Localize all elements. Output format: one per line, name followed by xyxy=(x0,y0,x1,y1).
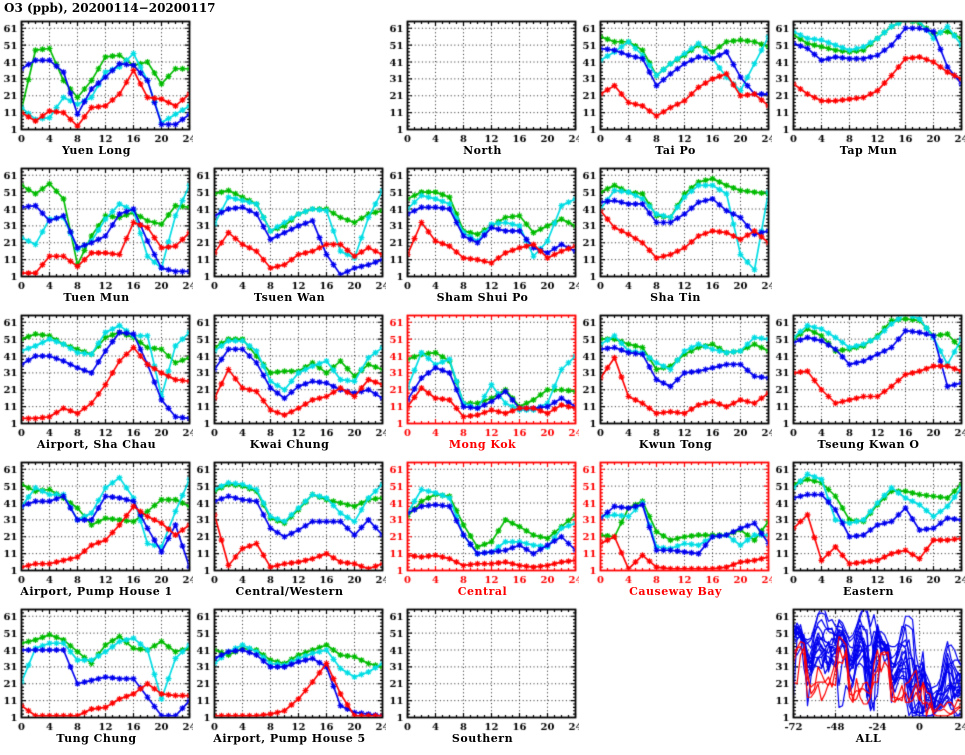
chart-cell-central-western: Central/Western xyxy=(193,458,386,605)
chart-canvas-sham-shui-po xyxy=(386,164,579,294)
chart-cell-tai-po: Tai Po xyxy=(579,17,772,164)
chart-title-tai-po: Tai Po xyxy=(655,144,696,157)
chart-cell-eastern: Eastern xyxy=(772,458,965,605)
chart-cell-yuen-long: Yuen Long xyxy=(0,17,193,164)
chart-grid: Yuen Long North Tai Po Tap Mun Tuen Mun … xyxy=(0,17,965,752)
chart-canvas-north xyxy=(386,17,579,147)
chart-cell-southern: Southern xyxy=(386,605,579,752)
chart-title-tseung-kwan-o: Tseung Kwan O xyxy=(817,438,920,451)
chart-title-airport-sha-chau: Airport, Sha Chau xyxy=(36,438,157,451)
chart-title-tsuen-wan: Tsuen Wan xyxy=(253,291,326,304)
chart-cell-tap-mun: Tap Mun xyxy=(772,17,965,164)
chart-canvas-tseung-kwan-o xyxy=(772,311,965,441)
chart-title-southern: Southern xyxy=(451,732,514,745)
chart-canvas-tai-po xyxy=(579,17,772,147)
chart-cell-tung-chung: Tung Chung xyxy=(0,605,193,752)
chart-title-tuen-mun: Tuen Mun xyxy=(63,291,130,304)
chart-canvas-tuen-mun xyxy=(0,164,193,294)
chart-title-tung-chung: Tung Chung xyxy=(56,732,137,745)
chart-cell-north: North xyxy=(386,17,579,164)
chart-cell-all: ALL xyxy=(772,605,965,752)
chart-cell-causeway-bay: Causeway Bay xyxy=(579,458,772,605)
chart-cell-airport-pump-house-1: Airport, Pump House 1 xyxy=(0,458,193,605)
chart-title-tap-mun: Tap Mun xyxy=(839,144,898,157)
chart-title-airport-pump-house-1: Airport, Pump House 1 xyxy=(20,585,173,598)
chart-title-north: North xyxy=(463,144,502,157)
chart-canvas-airport-pump-house-5 xyxy=(193,605,386,735)
chart-title-eastern: Eastern xyxy=(842,585,895,598)
chart-cell-kwai-chung: Kwai Chung xyxy=(193,311,386,458)
chart-cell-mong-kok: Mong Kok xyxy=(386,311,579,458)
chart-title-yuen-long: Yuen Long xyxy=(62,144,131,157)
chart-canvas-southern xyxy=(386,605,579,735)
chart-title-kwun-tong: Kwun Tong xyxy=(638,438,713,451)
chart-canvas-sha-tin xyxy=(579,164,772,294)
chart-cell-sham-shui-po: Sham Shui Po xyxy=(386,164,579,311)
chart-canvas-tung-chung xyxy=(0,605,193,735)
chart-canvas-eastern xyxy=(772,458,965,588)
chart-cell-tuen-mun: Tuen Mun xyxy=(0,164,193,311)
chart-title-airport-pump-house-5: Airport, Pump House 5 xyxy=(213,732,366,745)
chart-title-causeway-bay: Causeway Bay xyxy=(629,585,722,598)
chart-title-central: Central xyxy=(457,585,508,598)
chart-title-central-western: Central/Western xyxy=(235,585,344,598)
chart-cell-central: Central xyxy=(386,458,579,605)
chart-canvas-tap-mun xyxy=(772,17,965,147)
chart-cell-sha-tin: Sha Tin xyxy=(579,164,772,311)
chart-cell-airport-sha-chau: Airport, Sha Chau xyxy=(0,311,193,458)
chart-title-sham-shui-po: Sham Shui Po xyxy=(436,291,529,304)
chart-title-kwai-chung: Kwai Chung xyxy=(249,438,330,451)
chart-canvas-central-western xyxy=(193,458,386,588)
chart-canvas-causeway-bay xyxy=(579,458,772,588)
chart-canvas-all xyxy=(772,605,965,735)
page-title: O3 (ppb), 20200114−20200117 xyxy=(4,1,216,15)
chart-cell-tsuen-wan: Tsuen Wan xyxy=(193,164,386,311)
chart-title-mong-kok: Mong Kok xyxy=(448,438,517,451)
chart-canvas-kwai-chung xyxy=(193,311,386,441)
chart-title-sha-tin: Sha Tin xyxy=(650,291,701,304)
chart-canvas-mong-kok xyxy=(386,311,579,441)
chart-cell-kwun-tong: Kwun Tong xyxy=(579,311,772,458)
chart-cell-airport-pump-house-5: Airport, Pump House 5 xyxy=(193,605,386,752)
chart-canvas-tsuen-wan xyxy=(193,164,386,294)
chart-canvas-airport-sha-chau xyxy=(0,311,193,441)
chart-canvas-kwun-tong xyxy=(579,311,772,441)
chart-cell-tseung-kwan-o: Tseung Kwan O xyxy=(772,311,965,458)
chart-title-all: ALL xyxy=(855,732,882,745)
chart-canvas-airport-pump-house-1 xyxy=(0,458,193,588)
chart-canvas-central xyxy=(386,458,579,588)
chart-canvas-yuen-long xyxy=(0,17,193,147)
